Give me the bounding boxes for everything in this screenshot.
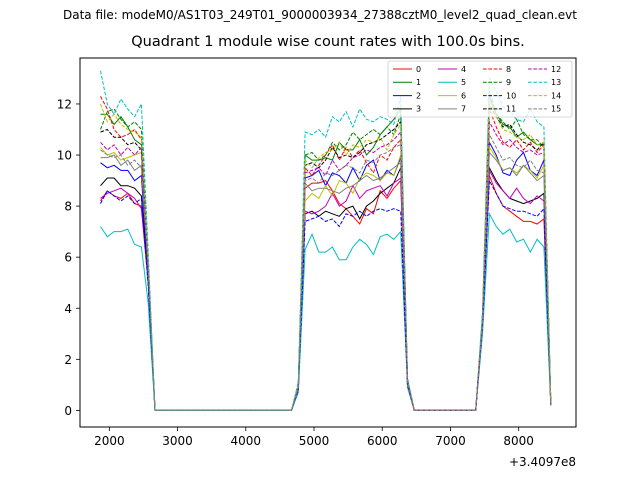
x-tick-label: 6000 xyxy=(367,434,398,448)
legend-label-6: 6 xyxy=(461,91,466,100)
legend-label-10: 10 xyxy=(506,91,516,100)
y-tick-label: 12 xyxy=(57,97,72,111)
series-line-14 xyxy=(100,98,552,411)
chart-title: Quadrant 1 module wise count rates with … xyxy=(131,34,525,50)
legend-label-4: 4 xyxy=(461,65,466,74)
legend-label-1: 1 xyxy=(416,78,421,87)
x-tick-label: 5000 xyxy=(299,434,330,448)
legend-label-11: 11 xyxy=(506,105,516,114)
series-line-13 xyxy=(100,70,552,411)
legend-label-9: 9 xyxy=(506,78,511,87)
y-tick-label: 2 xyxy=(64,353,72,367)
legend-label-0: 0 xyxy=(416,65,421,74)
legend-label-8: 8 xyxy=(506,65,511,74)
legend-label-3: 3 xyxy=(416,105,421,114)
legend-label-13: 13 xyxy=(551,78,561,87)
x-offset-label: +3.4097e8 xyxy=(509,455,576,469)
x-tick-label: 4000 xyxy=(231,434,262,448)
x-tick-label: 8000 xyxy=(503,434,534,448)
series-lines xyxy=(100,70,552,411)
y-tick-label: 6 xyxy=(64,251,72,265)
y-tick-label: 8 xyxy=(64,200,72,214)
series-line-9 xyxy=(100,91,552,411)
legend-label-7: 7 xyxy=(461,105,466,114)
axis-ticks: 2000 3000 4000 5000 6000 7000 8000 0 2 4 6 8 10 12 xyxy=(57,97,534,448)
legend-label-14: 14 xyxy=(551,91,561,100)
legend-label-15: 15 xyxy=(551,105,561,114)
series-line-11 xyxy=(100,102,552,411)
legend-label-12: 12 xyxy=(551,65,561,74)
series-line-1 xyxy=(100,96,552,411)
x-tick-label: 2000 xyxy=(94,434,125,448)
x-tick-label: 7000 xyxy=(435,434,466,448)
y-tick-label: 4 xyxy=(64,302,72,316)
series-line-12 xyxy=(100,119,552,411)
legend-label-5: 5 xyxy=(461,78,466,87)
y-tick-label: 0 xyxy=(64,404,72,418)
y-tick-label: 10 xyxy=(57,149,72,163)
series-line-8 xyxy=(100,96,552,411)
x-tick-label: 3000 xyxy=(162,434,193,448)
legend-frame xyxy=(387,60,573,118)
series-line-15 xyxy=(100,132,552,411)
legend-label-2: 2 xyxy=(416,91,421,100)
plot-frame xyxy=(79,57,577,428)
figure-suptitle: Data file: modeM0/AS1T03_249T01_90000039… xyxy=(63,8,577,22)
